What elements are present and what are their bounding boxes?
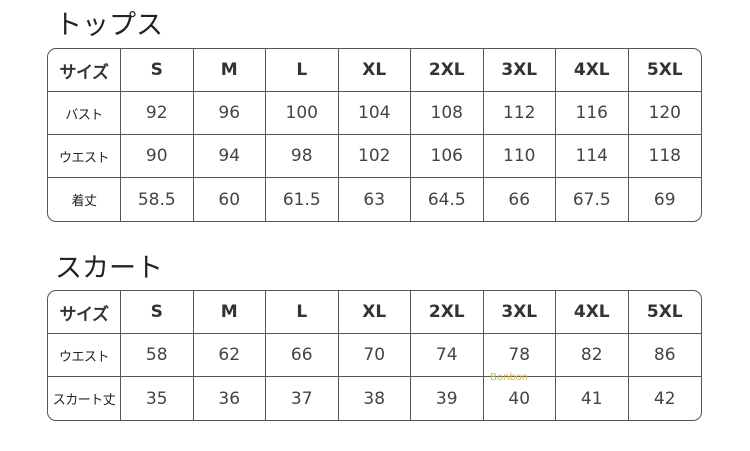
- measurement-cell: 96: [193, 92, 266, 135]
- size-header: 2XL: [411, 291, 484, 334]
- measurement-cell: 92: [121, 92, 194, 135]
- table-row: スカート丈 35 36 37 38 39 40 41 42: [48, 377, 701, 420]
- size-header: S: [121, 49, 194, 92]
- measurement-cell: 102: [338, 135, 411, 178]
- row-label: ウエスト: [48, 135, 121, 178]
- table-row: 着丈 58.5 60 61.5 63 64.5 66 67.5 69: [48, 178, 701, 221]
- measurement-cell: 90: [121, 135, 194, 178]
- measurement-cell: 98: [266, 135, 339, 178]
- header-row: サイズ S M L XL 2XL 3XL 4XL 5XL: [48, 49, 701, 92]
- size-header: M: [193, 291, 266, 334]
- measurement-cell: 66: [484, 178, 556, 221]
- size-header: L: [266, 291, 339, 334]
- measurement-cell: 67.5: [556, 178, 629, 221]
- measurement-cell: 78: [483, 334, 556, 377]
- size-label: サイズ: [48, 49, 121, 92]
- size-header: L: [266, 49, 339, 92]
- measurement-cell: 74: [411, 334, 484, 377]
- measurement-cell: 40: [484, 377, 556, 420]
- size-label: サイズ: [48, 291, 121, 334]
- measurement-cell: 63: [339, 178, 411, 221]
- size-header: 5XL: [628, 49, 701, 92]
- measurement-cell: 94: [193, 135, 266, 178]
- size-header: S: [121, 291, 194, 334]
- size-header: 2XL: [411, 49, 484, 92]
- tops-title: トップス: [55, 10, 163, 41]
- measurement-cell: 64.5: [411, 178, 484, 221]
- measurement-cell: 116: [556, 92, 629, 135]
- watermark-logo: Bonbon: [490, 372, 529, 383]
- measurement-cell: 66: [266, 334, 339, 377]
- measurement-cell: 61.5: [266, 178, 339, 221]
- measurement-cell: 114: [556, 135, 629, 178]
- row-label: ウエスト: [48, 334, 121, 377]
- measurement-cell: 86: [628, 334, 701, 377]
- measurement-cell: 35: [121, 377, 194, 420]
- measurement-cell: 108: [411, 92, 484, 135]
- measurement-cell: 69: [653, 189, 676, 210]
- skirt-title: スカート: [55, 253, 163, 284]
- measurement-cell: 82: [556, 334, 629, 377]
- measurement-cell: 39: [411, 377, 484, 420]
- measurement-cell: 70: [338, 334, 411, 377]
- measurement-cell: 41: [556, 377, 629, 420]
- measurement-cell: 38: [339, 377, 411, 420]
- header-row: サイズ S M L XL 2XL 3XL 4XL 5XL: [48, 291, 701, 334]
- tops-size-table: サイズ S M L XL 2XL 3XL 4XL 5XL バスト 92 96 100 104 108 112 1…: [47, 48, 702, 222]
- row-label: スカート丈: [48, 377, 121, 420]
- skirt-size-table: サイズ S M L XL 2XL 3XL 4XL 5XL ウエスト 58 62 66 70 74 78 82 86…: [47, 290, 702, 421]
- measurement-cell: 120: [628, 92, 701, 135]
- size-header: 5XL: [628, 291, 701, 334]
- measurement-cell: 42: [653, 388, 676, 409]
- measurement-cell: 36: [194, 377, 266, 420]
- measurement-cell: 58: [121, 334, 194, 377]
- row-label: 着丈: [48, 178, 121, 221]
- size-header: XL: [338, 291, 411, 334]
- size-header: 3XL: [483, 291, 556, 334]
- measurement-cell: 106: [411, 135, 484, 178]
- measurement-cell: 100: [266, 92, 339, 135]
- size-header: 4XL: [556, 291, 629, 334]
- measurement-cell: 62: [193, 334, 266, 377]
- measurement-cell: 110: [483, 135, 556, 178]
- measurement-cell: 104: [338, 92, 411, 135]
- measurement-cell: 37: [266, 377, 339, 420]
- table-row: ウエスト 90 94 98 102 106 110 114 118: [48, 135, 701, 178]
- size-header: M: [193, 49, 266, 92]
- size-header: 3XL: [483, 49, 556, 92]
- measurement-cell: 112: [483, 92, 556, 135]
- size-header: XL: [338, 49, 411, 92]
- measurement-cell: 118: [628, 135, 701, 178]
- table-row: ウエスト 58 62 66 70 74 78 82 86: [48, 334, 701, 377]
- size-header: 4XL: [556, 49, 629, 92]
- row-label: バスト: [48, 92, 121, 135]
- measurement-cell: 60: [194, 178, 266, 221]
- measurement-cell: 58.5: [121, 178, 194, 221]
- table-row: バスト 92 96 100 104 108 112 116 120: [48, 92, 701, 135]
